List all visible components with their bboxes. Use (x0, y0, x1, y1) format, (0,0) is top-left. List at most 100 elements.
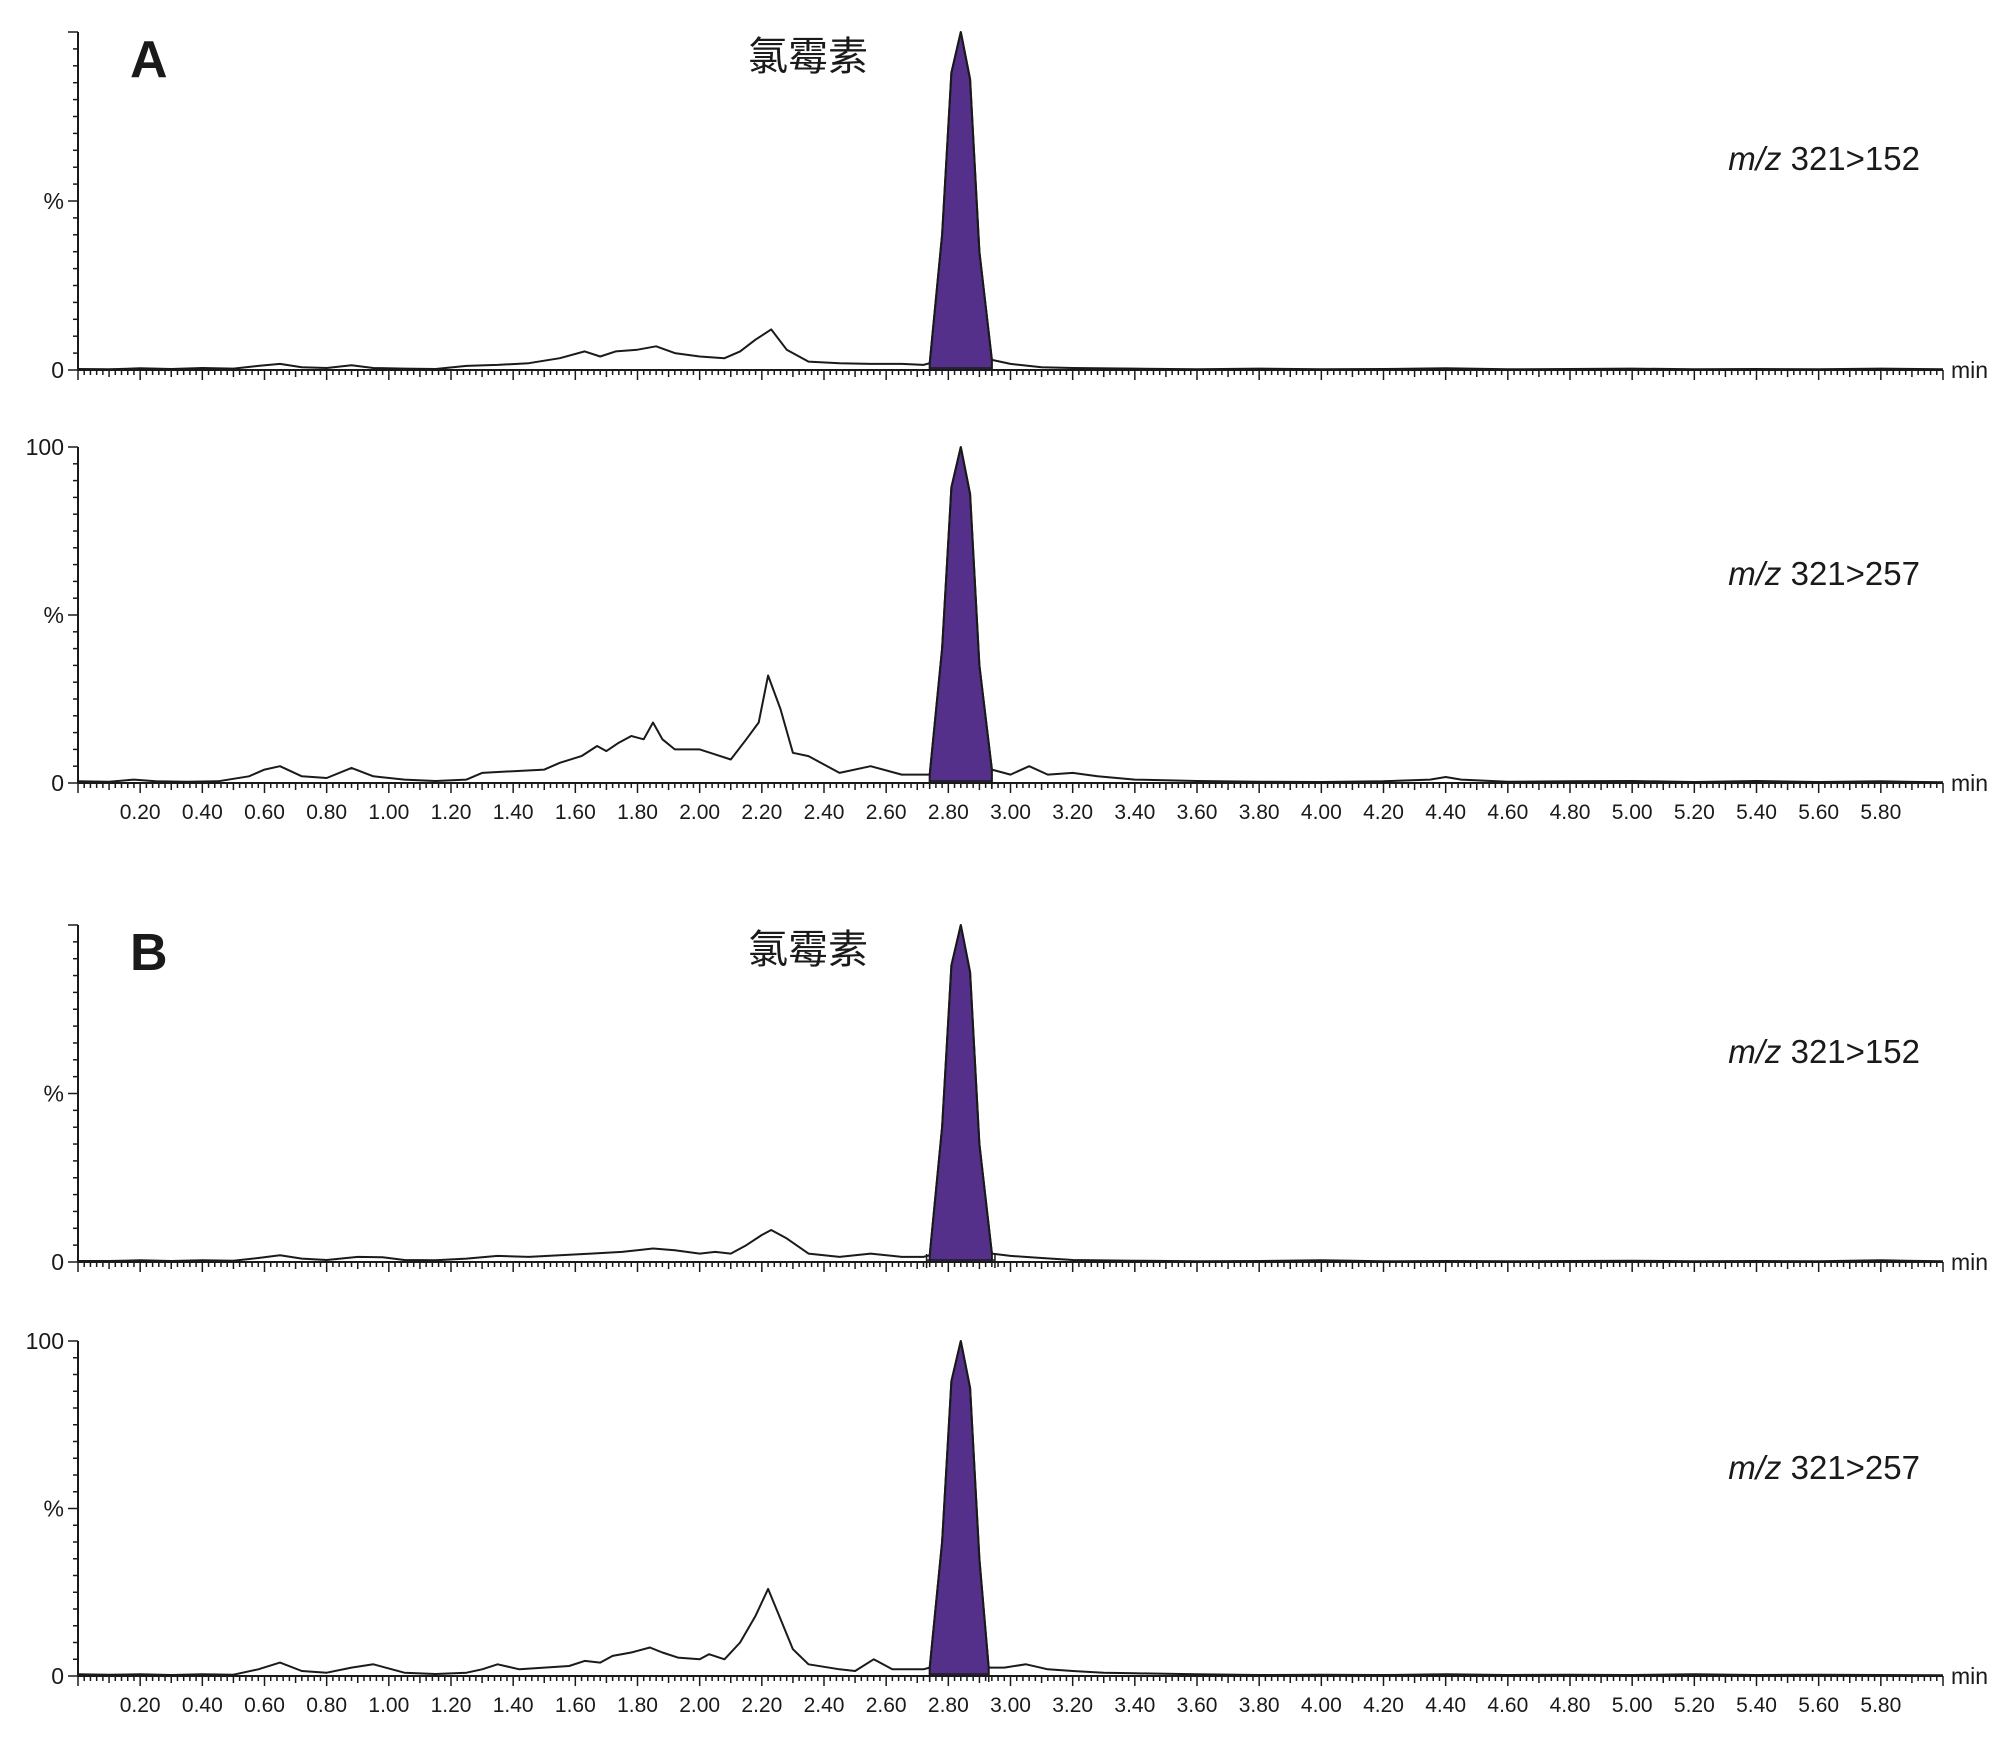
channel-prefix: m/z (1728, 1033, 1782, 1070)
x-tick-label: 2.20 (741, 801, 782, 824)
x-tick-label: 5.40 (1736, 1694, 1777, 1717)
x-tick-label: 1.40 (493, 801, 534, 824)
channel-prefix: m/z (1728, 1449, 1782, 1486)
x-tick-label: 3.20 (1052, 1694, 1093, 1717)
chromatogram-trace (77, 1340, 1944, 1677)
x-tick-label: 5.80 (1860, 801, 1901, 824)
x-tick-label: 1.60 (555, 1694, 596, 1717)
x-tick-label: 4.20 (1363, 1694, 1404, 1717)
channel-prefix: m/z (1728, 140, 1782, 177)
y-axis-percent-label: % (44, 1081, 64, 1107)
x-tick-label: 3.40 (1114, 1694, 1155, 1717)
x-tick-label: 5.40 (1736, 801, 1777, 824)
x-tick-label: 1.00 (368, 801, 409, 824)
x-tick-label: 2.00 (679, 801, 720, 824)
x-tick-label: 2.80 (928, 1694, 969, 1717)
x-tick-label: 0.60 (244, 1694, 285, 1717)
y-tick-label: 0 (51, 1663, 64, 1689)
integrated-peak (928, 31, 993, 371)
x-tick-label: 3.20 (1052, 801, 1093, 824)
channel-transition: 321>152 (1781, 1033, 1920, 1070)
x-tick-label: 3.60 (1177, 801, 1218, 824)
x-tick-label: 2.80 (928, 801, 969, 824)
channel-prefix: m/z (1728, 555, 1782, 592)
y-tick-label: 0 (51, 770, 64, 796)
x-axis-unit-label: min (1951, 770, 1988, 796)
integrated-peak (928, 446, 993, 784)
x-tick-label: 3.80 (1239, 1694, 1280, 1717)
x-tick-label: 1.00 (368, 1694, 409, 1717)
chromatogram-panel: 100% 0 0.20 0.40 0.60 0.80 1.00 1.20 1.40 1.60 1.8… (26, 1328, 1988, 1717)
x-tick-label: 2.40 (804, 801, 845, 824)
chromatogram-panel: % 0 min m/z 321>152 B 氯霉素 (44, 924, 1988, 1275)
x-tick-label: 1.60 (555, 801, 596, 824)
channel-label: m/z 321>152 (1728, 140, 1920, 177)
x-tick-label: 3.80 (1239, 801, 1280, 824)
x-tick-label: 2.40 (804, 1694, 845, 1717)
x-tick-label: 4.60 (1487, 1694, 1528, 1717)
x-tick-label: 5.20 (1674, 1694, 1715, 1717)
x-tick-label: 2.60 (866, 1694, 907, 1717)
x-tick-label: 4.40 (1425, 1694, 1466, 1717)
x-tick-label: 4.60 (1487, 801, 1528, 824)
y-axis-percent-label: % (44, 602, 64, 628)
x-axis-unit-label: min (1951, 357, 1988, 383)
x-tick-label: 3.00 (990, 1694, 1031, 1717)
x-tick-label: 0.40 (182, 1694, 223, 1717)
x-tick-label: 1.80 (617, 1694, 658, 1717)
panel-letter: B (130, 924, 168, 982)
x-tick-label: 4.40 (1425, 801, 1466, 824)
integrated-peak (928, 924, 993, 1263)
y-axis-percent-label: % (44, 1496, 64, 1522)
x-tick-label: 2.60 (866, 801, 907, 824)
x-tick-label: 3.60 (1177, 1694, 1218, 1717)
chromatogram-trace (77, 31, 1944, 371)
y-axis-percent-label: % (44, 188, 64, 214)
x-tick-label: 1.20 (431, 1694, 472, 1717)
channel-transition: 321>257 (1781, 555, 1920, 592)
x-tick-label: 3.40 (1114, 801, 1155, 824)
integrated-peak (928, 1340, 990, 1677)
chromatogram-panel: % 0 min m/z 321>152 A 氯霉素 (44, 31, 1988, 383)
channel-label: m/z 321>257 (1728, 555, 1920, 592)
x-tick-label: 5.60 (1798, 801, 1839, 824)
x-tick-label: 0.40 (182, 801, 223, 824)
x-tick-label: 5.80 (1860, 1694, 1901, 1717)
x-tick-label: 4.00 (1301, 801, 1342, 824)
x-tick-label: 1.80 (617, 801, 658, 824)
x-tick-label: 0.20 (120, 801, 161, 824)
x-axis-unit-label: min (1951, 1249, 1988, 1275)
x-tick-label: 0.60 (244, 801, 285, 824)
channel-label: m/z 321>152 (1728, 1033, 1920, 1070)
channel-transition: 321>257 (1781, 1449, 1920, 1486)
channel-transition: 321>152 (1781, 140, 1920, 177)
y-tick-label: 100 (26, 1328, 64, 1354)
x-tick-label: 4.00 (1301, 1694, 1342, 1717)
x-tick-label: 5.00 (1612, 1694, 1653, 1717)
y-tick-label: 0 (51, 357, 64, 383)
x-tick-label: 5.00 (1612, 801, 1653, 824)
x-tick-label: 5.20 (1674, 801, 1715, 824)
x-tick-label: 0.80 (306, 1694, 347, 1717)
x-tick-label: 0.80 (306, 801, 347, 824)
chromatogram-panel: 100% 0 0.20 0.40 0.60 0.80 1.00 1.20 1.40 1.60 1.8… (26, 434, 1988, 824)
x-tick-label: 2.00 (679, 1694, 720, 1717)
x-tick-label: 4.80 (1550, 1694, 1591, 1717)
x-axis-unit-label: min (1951, 1663, 1988, 1689)
x-tick-label: 2.20 (741, 1694, 782, 1717)
x-tick-label: 5.60 (1798, 1694, 1839, 1717)
x-tick-label: 4.20 (1363, 801, 1404, 824)
chromatogram-trace (78, 924, 1944, 1263)
compound-name: 氯霉素 (748, 34, 868, 80)
y-tick-label: 0 (51, 1249, 64, 1275)
panel-letter: A (130, 31, 168, 89)
channel-label: m/z 321>257 (1728, 1449, 1920, 1486)
chromatogram-trace (77, 446, 1944, 784)
x-tick-label: 0.20 (120, 1694, 161, 1717)
x-tick-label: 3.00 (990, 801, 1031, 824)
x-tick-label: 1.20 (431, 801, 472, 824)
y-tick-label: 100 (26, 434, 64, 460)
x-tick-label: 1.40 (493, 1694, 534, 1717)
compound-name: 氯霉素 (748, 927, 868, 973)
